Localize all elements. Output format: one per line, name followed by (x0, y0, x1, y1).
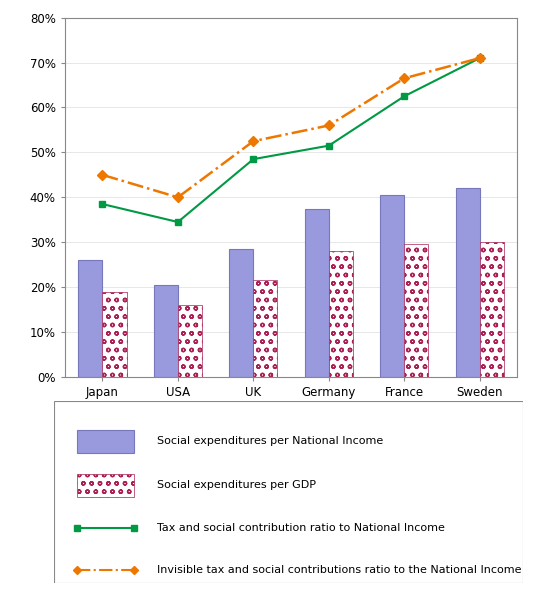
Bar (102, 292, 127, 377)
Bar (154, 285, 178, 377)
Bar (253, 280, 278, 377)
Text: Social expenditures per GDP: Social expenditures per GDP (157, 479, 316, 489)
Bar (404, 244, 429, 377)
Text: Social expenditures per National Income: Social expenditures per National Income (157, 436, 383, 446)
Text: Tax and social contribution ratio to National Income: Tax and social contribution ratio to Nat… (157, 524, 445, 533)
Bar (229, 249, 253, 377)
FancyBboxPatch shape (78, 430, 134, 454)
Bar (455, 188, 480, 377)
FancyBboxPatch shape (78, 474, 134, 497)
Bar (329, 251, 353, 377)
Bar (178, 305, 202, 377)
Bar (480, 242, 504, 377)
Text: Invisible tax and social contributions ratio to the National Income: Invisible tax and social contributions r… (157, 565, 522, 575)
Bar (380, 195, 404, 377)
Bar (305, 209, 329, 377)
Bar (78, 260, 102, 377)
FancyBboxPatch shape (54, 401, 523, 583)
